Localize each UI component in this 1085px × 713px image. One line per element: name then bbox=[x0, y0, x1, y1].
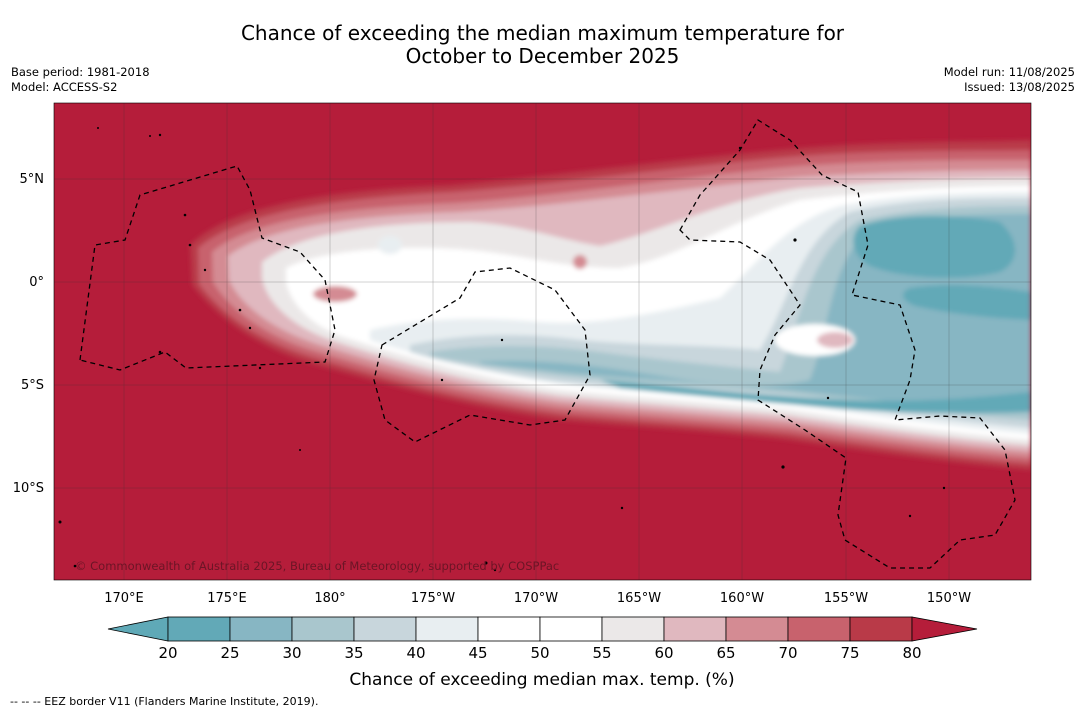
lon-label-170e: 170°E bbox=[104, 591, 144, 606]
eez-kiribati-phoenix bbox=[373, 267, 591, 443]
eez-kiribati-gilberts bbox=[79, 165, 336, 371]
lon-label-155w: 155°W bbox=[824, 591, 868, 606]
field-patch-red-west bbox=[313, 286, 357, 302]
colorbar-swatch-70 bbox=[787, 616, 851, 642]
lat-label-5n: 5°N bbox=[20, 172, 45, 187]
field-patch-bluewhite bbox=[378, 236, 402, 254]
colorbar-swatch-25 bbox=[229, 616, 293, 642]
colorbar-tick-25: 25 bbox=[220, 644, 239, 662]
colorbar-tick-40: 40 bbox=[406, 644, 425, 662]
colorbar-swatch-45 bbox=[477, 616, 541, 642]
colorbar-tick-20: 20 bbox=[158, 644, 177, 662]
colorbar-tick-65: 65 bbox=[716, 644, 735, 662]
colorbar-tick-30: 30 bbox=[282, 644, 301, 662]
model-name: Model: ACCESS-S2 bbox=[11, 80, 118, 94]
eez-borders bbox=[79, 119, 1016, 569]
colorbar-tick-35: 35 bbox=[344, 644, 363, 662]
map-frame bbox=[53, 102, 1032, 581]
map-title-line1: Chance of exceeding the median maximum t… bbox=[240, 21, 845, 45]
copyright-text: © Commonwealth of Australia 2025, Bureau… bbox=[75, 559, 559, 573]
colorbar-swatch-50 bbox=[539, 616, 603, 642]
lat-label-10s: 10°S bbox=[13, 481, 44, 496]
issued-date: Issued: 13/08/2025 bbox=[964, 80, 1075, 94]
colorbar-swatch-40 bbox=[415, 616, 479, 642]
colorbar-title: Chance of exceeding median max. temp. (%… bbox=[349, 670, 734, 690]
colorbar-swatch-35 bbox=[353, 616, 417, 642]
lon-label-170w: 170°W bbox=[514, 591, 558, 606]
lon-label-160w: 160°W bbox=[720, 591, 764, 606]
field-patch-red bbox=[573, 255, 587, 269]
colorbar-tick-50: 50 bbox=[530, 644, 549, 662]
lon-label-180: 180° bbox=[314, 591, 345, 606]
colorbar: 20 25 30 35 40 45 50 55 60 65 70 75 80 bbox=[107, 616, 978, 662]
eez-footnote: -- -- -- EEZ border V11 (Flanders Marine… bbox=[10, 695, 319, 708]
colorbar-swatch-30 bbox=[291, 616, 355, 642]
colorbar-swatch-20 bbox=[167, 616, 231, 642]
field-band-20b bbox=[853, 215, 1015, 278]
colorbar-arrow-high bbox=[911, 616, 978, 642]
lon-label-150w: 150°W bbox=[927, 591, 971, 606]
colorbar-tick-60: 60 bbox=[654, 644, 673, 662]
field-band-20c bbox=[903, 285, 1031, 320]
colorbar-swatch-75 bbox=[849, 616, 913, 642]
colorbar-tick-55: 55 bbox=[592, 644, 611, 662]
colorbar-swatch-55 bbox=[601, 616, 665, 642]
base-period: Base period: 1981-2018 bbox=[11, 65, 150, 79]
model-run-date: Model run: 11/08/2025 bbox=[943, 65, 1075, 79]
eez-kiribati-line bbox=[679, 119, 1016, 569]
graticule bbox=[54, 103, 1031, 580]
colorbar-tick-70: 70 bbox=[778, 644, 797, 662]
colorbar-tick-45: 45 bbox=[468, 644, 487, 662]
colorbar-tick-80: 80 bbox=[902, 644, 921, 662]
map-title-line2: October to December 2025 bbox=[405, 44, 680, 68]
lon-label-165w: 165°W bbox=[617, 591, 661, 606]
islands bbox=[58, 127, 946, 572]
field-patch-pink bbox=[817, 332, 853, 348]
lat-label-0: 0° bbox=[29, 275, 44, 290]
lat-label-5s: 5°S bbox=[21, 378, 44, 393]
lon-label-175e: 175°E bbox=[207, 591, 247, 606]
lon-label-175w: 175°W bbox=[411, 591, 455, 606]
colorbar-tick-75: 75 bbox=[840, 644, 859, 662]
colorbar-swatch-65 bbox=[725, 616, 789, 642]
probability-field bbox=[54, 103, 1031, 580]
colorbar-arrow-low bbox=[107, 616, 169, 642]
field-band-20 bbox=[600, 380, 1031, 414]
colorbar-swatch-60 bbox=[663, 616, 727, 642]
